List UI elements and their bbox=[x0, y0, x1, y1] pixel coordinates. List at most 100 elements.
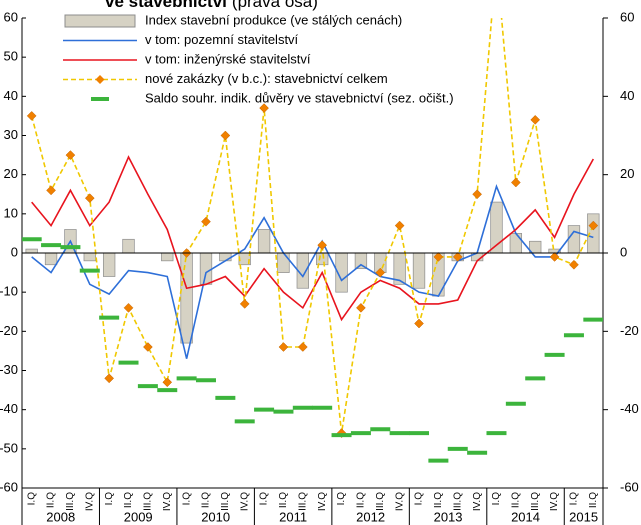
x-tick-label: I.Q bbox=[259, 492, 270, 506]
diamond-marker bbox=[356, 302, 366, 313]
diamond-marker bbox=[510, 177, 521, 188]
series-line bbox=[31, 184, 594, 359]
year-label: 2014 bbox=[511, 509, 540, 524]
x-tick-label: II.Q bbox=[46, 492, 57, 508]
diamond-marker bbox=[123, 302, 134, 313]
diamond-marker bbox=[46, 185, 56, 196]
diamond-marker bbox=[530, 114, 541, 125]
bar bbox=[316, 252, 329, 266]
year-label: 2009 bbox=[124, 509, 153, 524]
x-tick-label: II.Q bbox=[356, 492, 367, 508]
legend-label: v tom: pozemní stavitelství bbox=[145, 32, 299, 47]
diamond-marker bbox=[65, 150, 76, 160]
x-tick-label: II.Q bbox=[433, 492, 444, 508]
year-label: 2015 bbox=[569, 509, 598, 524]
y2-tick-label: -60 bbox=[620, 479, 639, 494]
y-tick-label: 10 bbox=[4, 205, 18, 220]
year-label: 2013 bbox=[434, 509, 463, 524]
x-tick-label: IV.Q bbox=[239, 492, 250, 511]
bar bbox=[567, 225, 581, 254]
series-line bbox=[31, 155, 595, 322]
y-tick-label: 20 bbox=[4, 166, 18, 181]
diamond-marker bbox=[143, 342, 153, 352]
y-tick-label: 60 bbox=[4, 9, 18, 24]
bar bbox=[25, 248, 38, 254]
x-tick-label: IV.Q bbox=[394, 492, 405, 511]
diamond-marker bbox=[317, 240, 328, 251]
diamond-marker bbox=[549, 252, 560, 262]
plot-area bbox=[22, 18, 603, 463]
y2-tick-label: 60 bbox=[620, 9, 634, 24]
x-tick-label: I.Q bbox=[569, 492, 580, 506]
diamond-marker bbox=[220, 130, 231, 141]
x-tick-label: I.Q bbox=[26, 492, 37, 506]
bar bbox=[199, 252, 213, 285]
diamond-marker bbox=[297, 342, 308, 352]
diamond-marker bbox=[433, 252, 444, 262]
year-label: 2012 bbox=[356, 509, 385, 524]
x-tick-label: IV.Q bbox=[162, 492, 173, 511]
x-tick-label: I.Q bbox=[491, 492, 502, 506]
diamond-marker bbox=[569, 259, 579, 270]
chart-subtitle: (pravá osa) bbox=[232, 0, 318, 11]
x-tick-label: I.Q bbox=[414, 492, 425, 506]
x-tick-label: III.Q bbox=[143, 492, 154, 511]
diamond-marker bbox=[278, 342, 289, 352]
x-tick-label: II.Q bbox=[123, 492, 134, 508]
diamond-marker bbox=[26, 111, 37, 121]
x-tick-label: II.Q bbox=[201, 492, 212, 508]
y-tick-label: -20 bbox=[0, 323, 18, 338]
x-tick-label: I.Q bbox=[181, 492, 192, 506]
bar bbox=[83, 252, 96, 262]
legend-label: v tom: inženýrské stavitelství bbox=[145, 51, 311, 66]
bar bbox=[102, 252, 116, 277]
x-tick-label: IV.Q bbox=[472, 492, 483, 511]
diamond-marker bbox=[472, 189, 482, 200]
diamond-marker bbox=[452, 252, 463, 262]
legend-label: Index stavební produkce (ve stálých cená… bbox=[145, 12, 402, 27]
y2-tick-label: -40 bbox=[620, 401, 639, 416]
diamond-marker bbox=[201, 216, 211, 227]
bar bbox=[44, 252, 58, 266]
bar bbox=[257, 229, 271, 254]
x-tick-label: III.Q bbox=[530, 492, 541, 511]
y2-tick-label: 40 bbox=[620, 88, 634, 103]
y-tick-label: 30 bbox=[4, 127, 18, 142]
chart-title-line: ve stavebnictví (pravá osa) bbox=[105, 0, 318, 11]
bar bbox=[509, 233, 523, 254]
x-tick-label: III.Q bbox=[375, 492, 386, 511]
y2-tick-label: -20 bbox=[620, 323, 639, 338]
y-tick-label: -50 bbox=[0, 440, 18, 455]
x-tick-label: IV.Q bbox=[317, 492, 328, 511]
y2-tick-label: 20 bbox=[620, 166, 634, 181]
x-tick-label: IV.Q bbox=[549, 492, 560, 511]
diamond-marker bbox=[239, 299, 250, 309]
x-tick-label: III.Q bbox=[297, 492, 308, 511]
y-tick-label: -60 bbox=[0, 479, 18, 494]
legend-label: Saldo souhr. indik. důvěry ve stavebnict… bbox=[145, 90, 454, 105]
year-label: 2010 bbox=[201, 509, 230, 524]
bar bbox=[219, 252, 232, 262]
chart-title: ve stavebnictví bbox=[105, 0, 228, 11]
y2-tick-label: 0 bbox=[620, 244, 627, 259]
bar bbox=[161, 252, 174, 262]
x-tick-label: II.Q bbox=[588, 492, 599, 508]
diamond-marker bbox=[162, 377, 173, 388]
diamond-marker bbox=[259, 103, 269, 113]
legend-label: nové zakázky (v b.c.): stavebnictví celk… bbox=[145, 71, 388, 86]
diamond-marker bbox=[375, 267, 386, 278]
diamond-marker bbox=[394, 220, 405, 231]
y-tick-label: -40 bbox=[0, 401, 18, 416]
diamond-marker bbox=[588, 220, 599, 231]
x-tick-label: I.Q bbox=[336, 492, 347, 506]
bar bbox=[180, 252, 193, 344]
diamond-marker bbox=[104, 373, 115, 384]
bar bbox=[277, 252, 290, 273]
bar bbox=[412, 252, 426, 289]
series-line bbox=[30, 18, 595, 434]
y-tick-label: 0 bbox=[11, 244, 18, 259]
diamond-marker bbox=[414, 318, 424, 329]
legend-swatch bbox=[64, 14, 136, 28]
x-tick-label: I.Q bbox=[104, 492, 115, 506]
